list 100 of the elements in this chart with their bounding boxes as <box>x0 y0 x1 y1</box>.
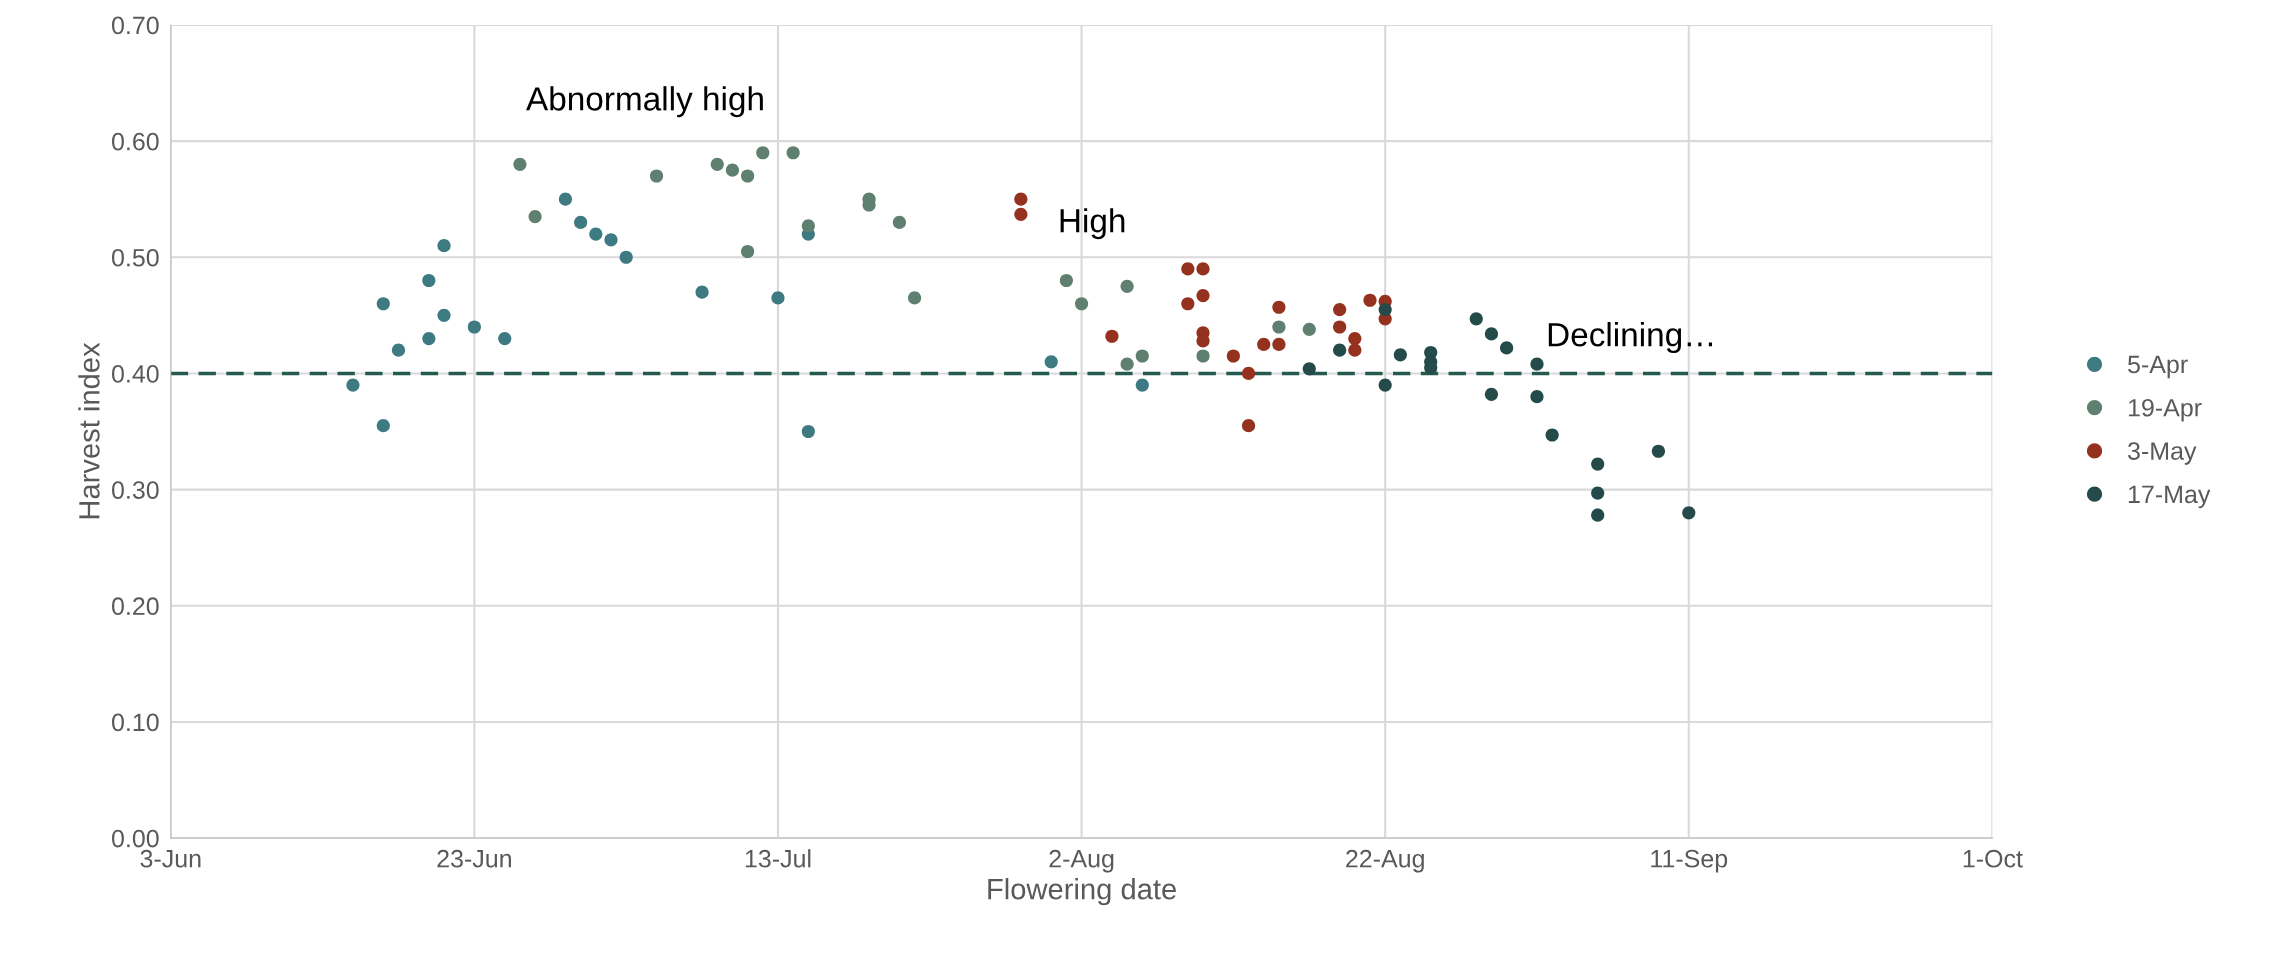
point <box>1333 302 1347 317</box>
point <box>1348 343 1362 357</box>
point <box>1500 341 1514 355</box>
point <box>1333 343 1347 357</box>
point <box>771 291 785 305</box>
y-tick-label: 0.30 <box>111 481 159 499</box>
point <box>376 419 390 433</box>
point <box>604 233 618 247</box>
point <box>1135 378 1149 392</box>
y-tick-label: 0.10 <box>111 713 159 732</box>
legend-label: 3-May <box>2127 442 2197 465</box>
y-tick-label: 0.50 <box>111 248 159 267</box>
point <box>391 343 406 357</box>
point <box>1348 332 1362 346</box>
y-tick-label: 0.60 <box>111 132 159 151</box>
y-axis-title: Harvest index <box>78 342 100 519</box>
point <box>1591 508 1605 522</box>
point <box>1272 300 1286 314</box>
point <box>695 285 709 299</box>
point <box>1469 312 1483 326</box>
x-tick-label: 23-Jun <box>437 849 511 868</box>
point <box>1196 289 1210 303</box>
point <box>528 210 542 224</box>
point <box>801 219 815 233</box>
point <box>741 169 755 183</box>
point <box>1196 262 1210 276</box>
point <box>1302 362 1316 376</box>
point <box>498 332 512 346</box>
point <box>1059 273 1073 288</box>
x-tick-label: 22-Aug <box>1346 849 1424 873</box>
point <box>376 297 390 311</box>
y-tick-label: 0.40 <box>111 365 159 383</box>
point <box>1120 357 1134 371</box>
point <box>786 146 800 160</box>
point <box>1591 486 1605 500</box>
point <box>1135 349 1149 363</box>
legend-label: 19-Apr <box>2128 398 2202 422</box>
point <box>1226 349 1240 363</box>
point <box>1484 327 1499 341</box>
point <box>1363 293 1377 307</box>
point <box>1105 329 1119 343</box>
point <box>908 291 922 305</box>
point <box>1272 337 1286 351</box>
annotation: High <box>1060 208 1125 240</box>
y-tick-label: 0.00 <box>111 829 159 848</box>
point <box>725 163 740 177</box>
y-tick-label: 0.70 <box>111 16 159 35</box>
point <box>422 332 436 346</box>
point <box>1272 320 1286 334</box>
point <box>741 244 755 259</box>
point <box>1257 337 1271 351</box>
point <box>1241 419 1256 433</box>
x-tick-label: 13-Jul <box>745 849 811 868</box>
point <box>437 308 451 322</box>
point <box>467 320 481 334</box>
point <box>1120 279 1134 293</box>
point <box>574 215 588 230</box>
point <box>437 239 451 253</box>
point <box>1333 320 1347 334</box>
point <box>1196 349 1210 363</box>
x-tick-label: 2-Aug <box>1049 849 1114 873</box>
x-tick-label: 11-Sep <box>1651 849 1728 873</box>
point <box>1014 192 1028 206</box>
point <box>756 146 770 160</box>
point <box>1651 444 1665 458</box>
point <box>1044 355 1058 369</box>
point <box>589 227 603 241</box>
point <box>619 250 633 264</box>
point <box>422 273 436 288</box>
point <box>1530 357 1544 371</box>
annotation: Abnormally high <box>526 86 763 118</box>
point <box>1591 457 1605 471</box>
point <box>1545 428 1559 442</box>
legend-label: 5-Apr <box>2128 355 2188 379</box>
point <box>1181 297 1195 311</box>
point <box>1393 348 1407 362</box>
point <box>558 192 573 206</box>
point <box>1378 378 1392 392</box>
point <box>649 169 664 183</box>
x-tick-label: 3-Jun <box>140 849 201 868</box>
point <box>513 157 527 171</box>
point <box>1014 207 1028 221</box>
point <box>710 157 724 171</box>
y-tick-label: 0.20 <box>111 597 159 616</box>
annotation: Declining… <box>1548 321 1712 354</box>
point <box>1241 366 1256 381</box>
point <box>346 378 360 392</box>
x-tick-label: 1-Oct <box>1963 849 2023 868</box>
point <box>1530 390 1544 404</box>
point <box>1074 297 1089 311</box>
point <box>801 424 815 439</box>
point <box>1302 322 1316 336</box>
point <box>1484 387 1499 401</box>
point <box>1196 334 1210 348</box>
point <box>1181 262 1195 276</box>
point <box>1682 506 1696 520</box>
x-axis-title: Flowering date <box>988 878 1176 906</box>
point <box>892 215 906 230</box>
legend-label: 17-May <box>2128 485 2211 509</box>
point <box>1378 302 1392 317</box>
